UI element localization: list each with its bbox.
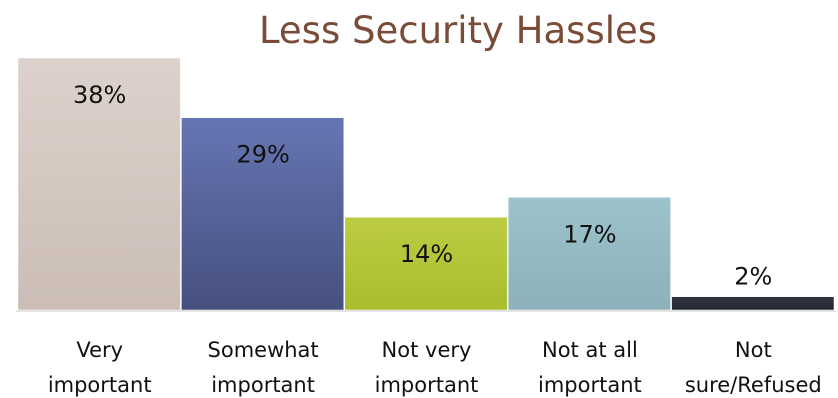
category-label-0-line-1: important [48, 373, 152, 397]
category-label-4-line-0: Not [735, 338, 772, 362]
category-label-3-line-1: important [538, 373, 642, 397]
category-label-2-line-1: important [375, 373, 479, 397]
chart-title: Less Security Hassles [259, 9, 657, 52]
data-label-3: 17% [563, 220, 616, 248]
category-label-1-line-0: Somewhat [208, 338, 319, 362]
bar-2 [344, 216, 508, 311]
category-label-0-line-0: Very [76, 338, 123, 362]
category-label-3-line-0: Not at all [542, 338, 638, 362]
data-label-4: 2% [734, 263, 772, 291]
bar-0 [17, 57, 181, 311]
bar-1 [181, 117, 345, 311]
bar-4 [671, 296, 835, 311]
category-labels-group: Very important Somewhat important Not very im… [48, 338, 822, 397]
category-label-2-line-0: Not very [382, 338, 472, 362]
bars-group [17, 57, 835, 311]
data-label-0: 38% [73, 81, 126, 109]
bar-3 [507, 197, 671, 311]
data-labels-group: 38% 29% 14% 17% 2% [73, 81, 772, 291]
category-label-1-line-1: important [211, 373, 315, 397]
data-label-1: 29% [236, 141, 289, 169]
category-label-4-line-1: sure/Refused [685, 373, 822, 397]
data-label-2: 14% [400, 240, 453, 268]
